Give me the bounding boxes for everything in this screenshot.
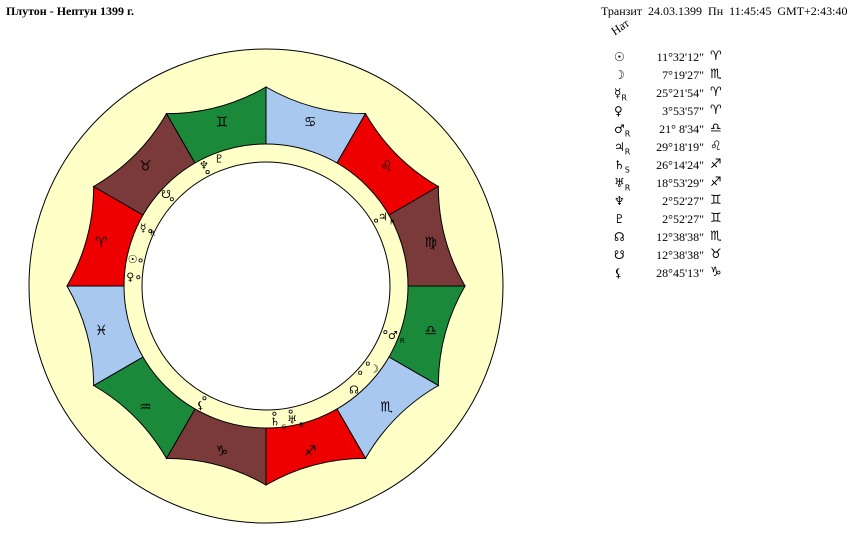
mars-icon: ♂R [614, 122, 631, 139]
transit-label: Транзит [601, 4, 643, 18]
sign-icon: ♐ [710, 175, 722, 190]
sign-icon: ♉ [139, 158, 152, 174]
sign-icon: ♐ [304, 444, 317, 460]
sign-icon: ♏ [380, 400, 393, 416]
planet-marker [288, 409, 293, 414]
transit-day: Пн [708, 4, 724, 18]
sign-icon: ♓ [95, 323, 108, 339]
retro-marker: S [282, 424, 287, 432]
planet-position: 12°38'38" [656, 230, 704, 244]
mars-icon: ♂ [388, 329, 398, 342]
venus-icon: ♀ [126, 271, 134, 284]
uranus-icon: ♅R [614, 176, 631, 193]
chart-title: Плутон - Нептун 1399 г. [6, 4, 135, 18]
sign-icon: ♎ [710, 121, 722, 136]
planet-position: 25°21'54" [656, 86, 704, 100]
lilith-icon: ⚸ [197, 399, 205, 412]
retro-marker: R [299, 421, 304, 429]
transit-time: 11:45:45 [729, 4, 772, 18]
north-node-icon: ☊ [614, 230, 625, 244]
sign-icon: ♊ [216, 114, 229, 130]
sign-icon: ♑ [216, 444, 229, 460]
jupiter-icon: ♃R [614, 140, 631, 157]
zodiac-wheel: ♈♉♊ ♋♌♍♎♏♐♑♒♓☉☽☿ R♀♂ R♃ R♄ S♅ R♆♇☊☋⚸ [28, 48, 504, 524]
sun-icon: ☉ [614, 50, 625, 64]
sign-icon: ♈ [95, 235, 108, 251]
retro-marker: R [624, 183, 631, 193]
planet-marker [202, 396, 207, 401]
lilith-icon: ⚸ [614, 266, 623, 280]
planet-position: 18°53'29" [656, 176, 704, 190]
retro-marker: R [624, 129, 631, 139]
sign-icon: ♌ [380, 158, 393, 174]
sun-icon: ☉ [128, 253, 138, 266]
planet-marker [365, 361, 370, 366]
pluto-icon: ♇ [614, 212, 625, 226]
sign-icon: ♊ [710, 193, 722, 208]
planet-marker [205, 170, 210, 175]
sign-icon: ♋ [304, 114, 317, 130]
moon-icon: ☽ [614, 68, 625, 82]
sign-icon: ♒ [139, 400, 152, 416]
transit-date: 24.03.1399 [648, 4, 703, 18]
retro-marker: S [624, 165, 630, 175]
planet-marker [272, 411, 277, 416]
planet-marker [169, 197, 174, 202]
sign-icon: ♈ [710, 103, 722, 118]
saturn-icon: ♄S [614, 158, 630, 175]
sign-icon: ♈ [710, 49, 722, 64]
planet-marker [358, 370, 363, 375]
planet-position: 3°53'57" [662, 104, 704, 118]
retro-marker: R [400, 337, 405, 345]
sign-icon: ♑ [710, 265, 722, 280]
sign-icon: ♈ [710, 85, 722, 100]
planet-position: 7°19'27" [662, 68, 704, 82]
center-circle [141, 161, 391, 411]
planet-position: 11°32'12" [656, 50, 704, 64]
retro-marker: R [621, 93, 627, 103]
sign-icon: ♌ [710, 139, 722, 154]
south-node-icon: ☋ [614, 248, 625, 262]
mercury-icon: ☿R [614, 86, 627, 103]
transit-info: Транзит 24.03.1399 Пн 11:45:45 GMT+2:43:40 [601, 4, 853, 19]
jupiter-icon: ♃ [378, 211, 388, 224]
planet-marker [148, 229, 153, 234]
sign-icon: ♏ [710, 67, 722, 82]
sign-icon: ♍ [424, 235, 437, 251]
pluto-icon: ♇ [214, 152, 224, 165]
sign-icon: ♉ [710, 247, 722, 262]
sign-icon: ♐ [710, 157, 722, 172]
neptune-icon: ♆ [614, 194, 625, 208]
retro-marker: R [150, 230, 155, 238]
planet-marker [136, 275, 141, 280]
planet-marker [383, 330, 388, 335]
sign-icon: ♎ [424, 323, 437, 339]
mercury-icon: ☿ [140, 222, 147, 235]
retro-marker: R [390, 219, 395, 227]
planet-position: 2°52'27" [662, 194, 704, 208]
uranus-icon: ♅ [287, 413, 297, 426]
planet-position: 12°38'38" [656, 248, 704, 262]
sign-icon: ♏ [710, 229, 722, 244]
planet-position: 26°14'24" [656, 158, 704, 172]
planet-position: 21° 8'34" [659, 122, 704, 136]
planet-position: 28°45'13" [656, 266, 704, 280]
venus-icon: ♀ [614, 104, 623, 118]
sign-icon: ♊ [710, 211, 722, 226]
neptune-icon: ♆ [199, 159, 209, 172]
planet-position: 2°52'27" [662, 212, 704, 226]
north-node-icon: ☊ [349, 384, 359, 397]
planet-marker [374, 218, 379, 223]
retro-marker: R [624, 147, 631, 157]
transit-gmt: GMT+2:43:40 [777, 4, 848, 18]
moon-icon: ☽ [369, 362, 379, 375]
saturn-icon: ♄ [270, 416, 280, 429]
natal-label: Нат [608, 15, 632, 39]
planet-position: 29°18'19" [656, 140, 704, 154]
planet-marker [138, 258, 143, 263]
south-node-icon: ☋ [161, 188, 171, 201]
